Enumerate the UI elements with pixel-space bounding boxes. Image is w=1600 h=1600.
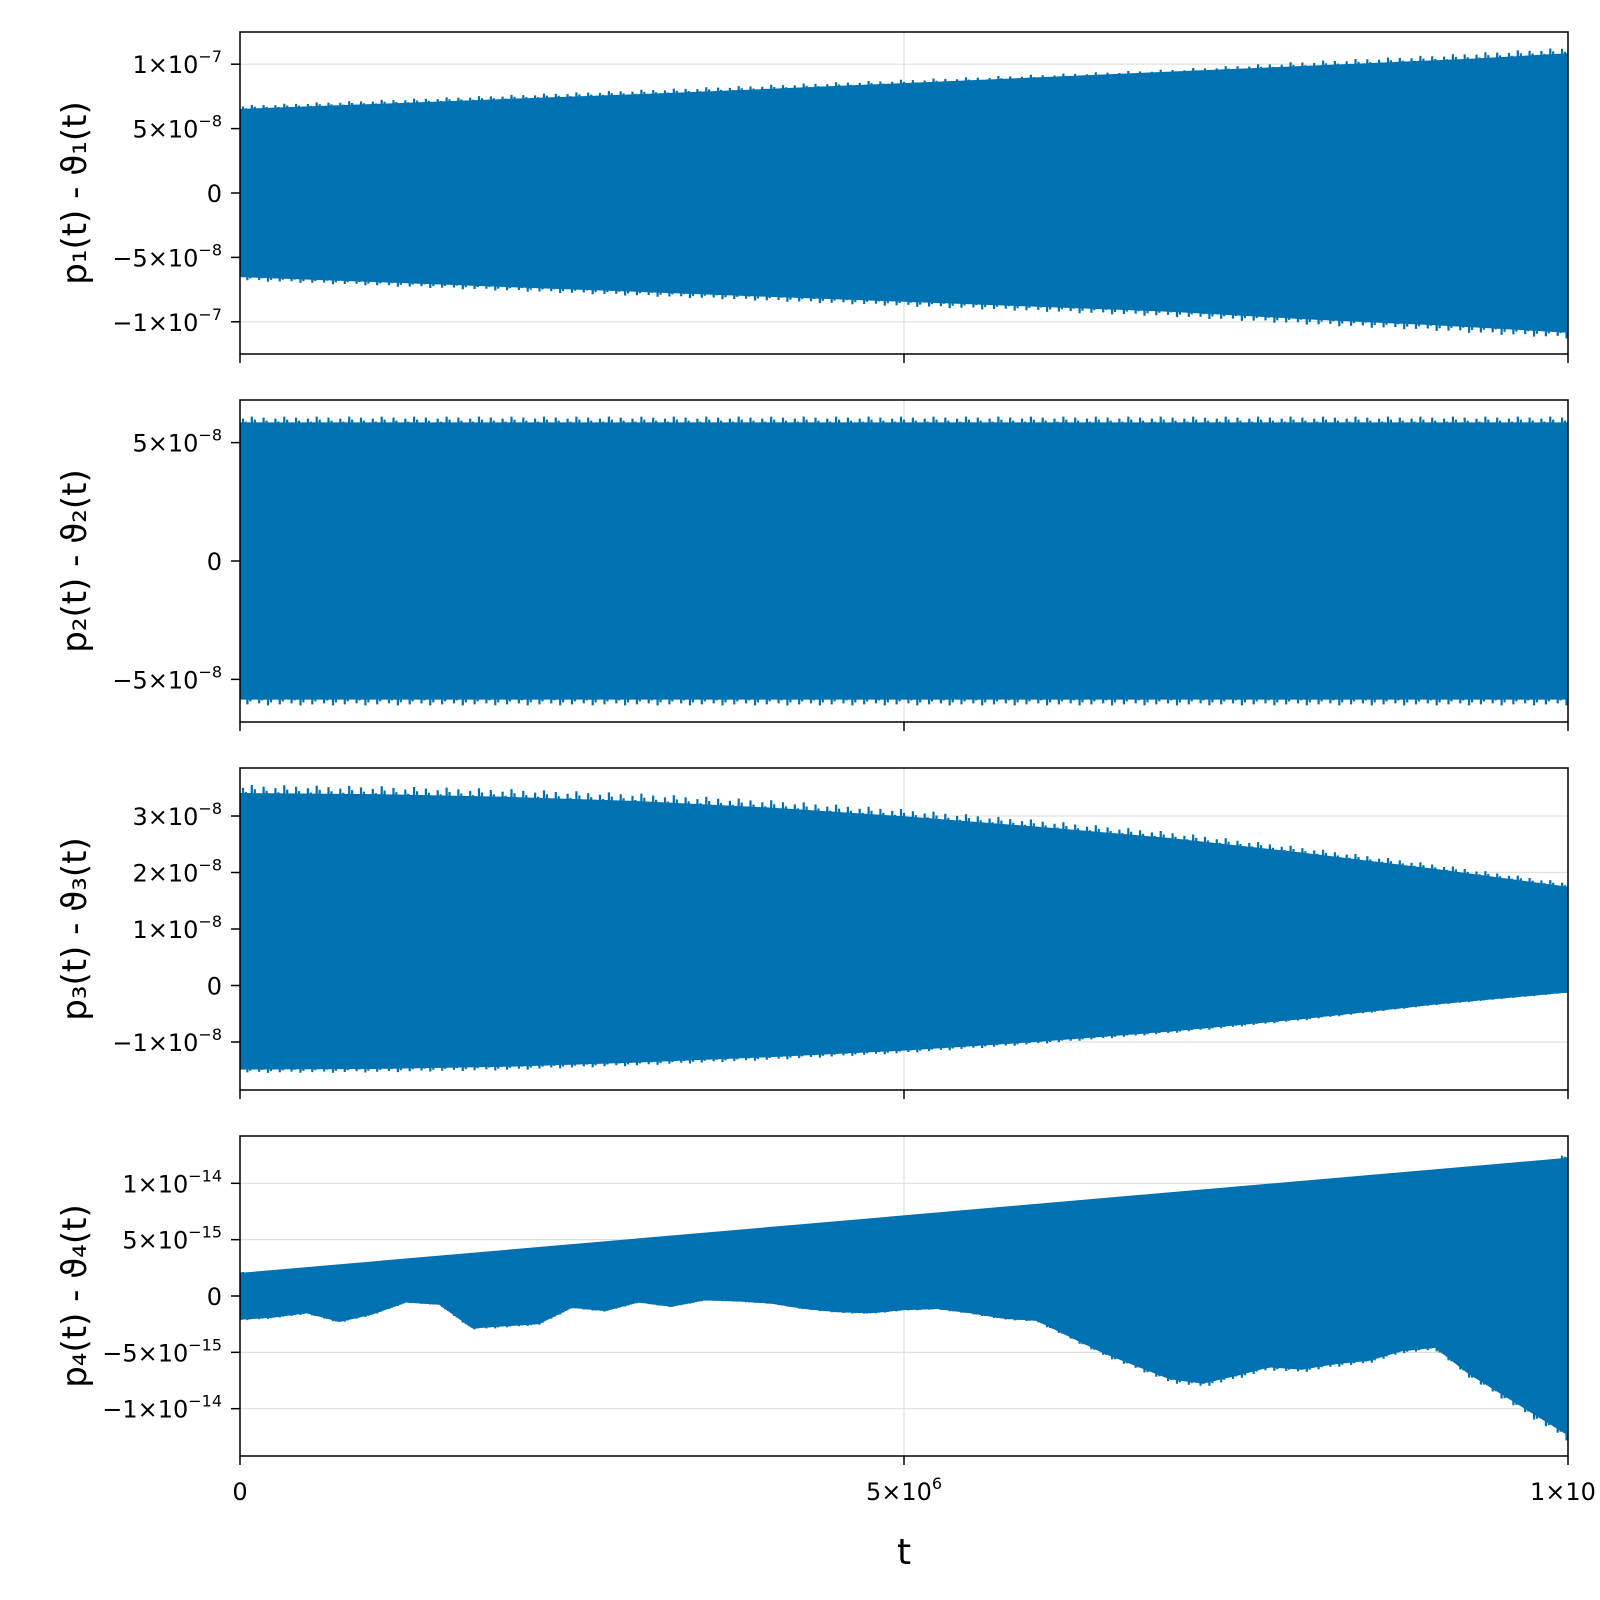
y-tick-label: 2×10−8	[132, 856, 222, 888]
y-tick-label-base: 1×10	[132, 916, 198, 944]
x-tick-label-exponent: 6	[932, 1474, 942, 1493]
y-tick-label-exponent: −8	[198, 112, 222, 131]
y-tick-label: −1×10−14	[102, 1392, 222, 1424]
series-fill-panel-4	[240, 1156, 1568, 1436]
x-tick-label-base: 5×10	[866, 1478, 932, 1506]
y-axis-label: p₁(t) - ϑ₁(t)	[55, 101, 95, 285]
y-tick-label: 1×10−14	[122, 1166, 222, 1198]
y-tick-label: 0	[207, 1283, 222, 1311]
series-fill-panel-1	[240, 53, 1568, 333]
y-tick-label-exponent: −7	[198, 47, 222, 66]
y-tick-label-base: 0	[207, 548, 222, 576]
y-axis-label: p₄(t) - ϑ₄(t)	[55, 1204, 95, 1388]
panel-2: 5×10−80−5×10−8p₂(t) - ϑ₂(t)	[55, 399, 1569, 731]
y-tick-label-exponent: −15	[188, 1335, 222, 1354]
y-tick-label-exponent: −8	[198, 856, 222, 875]
y-tick-label-exponent: −14	[188, 1392, 222, 1411]
y-tick-label: 5×10−8	[132, 426, 222, 458]
y-tick-label: −1×10−7	[112, 305, 222, 337]
y-tick-label: −5×10−8	[112, 240, 222, 272]
y-tick-label: 5×10−8	[132, 112, 222, 144]
y-tick-label-exponent: −7	[198, 305, 222, 324]
series-fill-panel-3	[240, 793, 1568, 1070]
y-tick-label-base: 5×10	[122, 1227, 188, 1255]
y-tick-label-exponent: −14	[188, 1166, 222, 1185]
panel-1: 1×10−75×10−80−5×10−8−1×10−7p₁(t) - ϑ₁(t)	[55, 31, 1569, 363]
y-tick-label-base: 0	[207, 972, 222, 1000]
y-tick-label-base: 0	[207, 1283, 222, 1311]
x-axis-label: t	[897, 1532, 911, 1573]
y-tick-label-exponent: −8	[198, 240, 222, 259]
y-tick-label-base: 1×10	[122, 1170, 188, 1198]
y-tick-label: 5×10−15	[122, 1223, 222, 1255]
y-tick-label-base: 0	[207, 180, 222, 208]
y-tick-label-base: −5×10	[102, 1339, 188, 1367]
y-tick-label-exponent: −8	[198, 662, 222, 681]
y-tick-label-base: −1×10	[102, 1396, 188, 1424]
y-tick-label-base: 3×10	[132, 803, 198, 831]
y-axis-label: p₃(t) - ϑ₃(t)	[55, 837, 95, 1021]
x-tick-label: 0	[232, 1478, 247, 1506]
y-tick-label-exponent: −8	[198, 426, 222, 445]
x-tick-label: 1×10	[1530, 1478, 1596, 1506]
y-tick-label-base: −1×10	[112, 309, 198, 337]
y-tick-label-base: 2×10	[132, 860, 198, 888]
y-tick-label: 0	[207, 972, 222, 1000]
y-tick-label: −5×10−8	[112, 662, 222, 694]
panel-3: 3×10−82×10−81×10−80−1×10−8p₃(t) - ϑ₃(t)	[55, 767, 1569, 1099]
y-tick-label-base: 1×10	[132, 51, 198, 79]
y-tick-label: −5×10−15	[102, 1335, 222, 1367]
x-tick-label: 5×106	[866, 1474, 942, 1506]
y-tick-label: 0	[207, 548, 222, 576]
y-tick-label: 1×10−8	[132, 912, 222, 944]
y-tick-label-base: 5×10	[132, 116, 198, 144]
y-tick-label-exponent: −15	[188, 1223, 222, 1242]
x-tick-label-base: 1×10	[1530, 1478, 1596, 1506]
y-tick-label: 0	[207, 180, 222, 208]
y-tick-label-base: −5×10	[112, 666, 198, 694]
y-tick-label-base: −1×10	[112, 1029, 198, 1057]
y-tick-label-base: 5×10	[132, 430, 198, 458]
x-tick-label-base: 0	[232, 1478, 247, 1506]
y-tick-label: −1×10−8	[112, 1025, 222, 1057]
y-tick-label: 1×10−7	[132, 47, 222, 79]
y-tick-label-exponent: −8	[198, 912, 222, 931]
panel-4: 1×10−145×10−150−5×10−15−1×10−140 5×106 1×1…	[55, 1135, 1596, 1573]
y-axis-label: p₂(t) - ϑ₂(t)	[55, 469, 95, 653]
y-tick-label: 3×10−8	[132, 799, 222, 831]
y-tick-label-exponent: −8	[198, 1025, 222, 1044]
series-fill-panel-2	[240, 422, 1568, 700]
y-tick-label-base: −5×10	[112, 244, 198, 272]
y-tick-label-exponent: −8	[198, 799, 222, 818]
